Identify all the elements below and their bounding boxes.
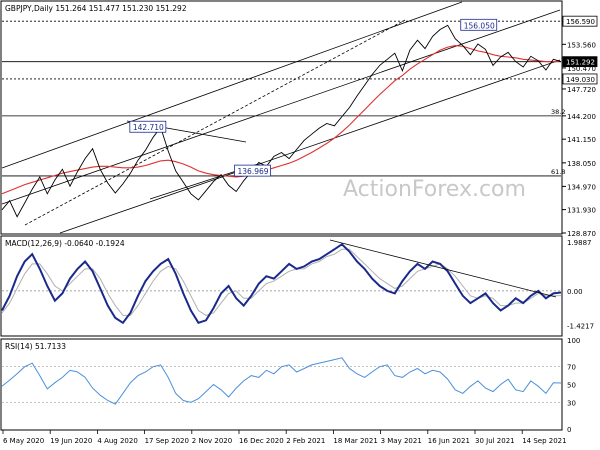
macd-tick-label: 0.00 [567, 288, 583, 296]
rsi-axis: 100 70 50 30 0 [2, 337, 580, 434]
rsi-tick-label: 0 [567, 426, 571, 434]
macd-trend-line [329, 239, 557, 298]
price-axis: 156.590 153.560 150.470 147.720 144.200 141.1… [562, 18, 596, 238]
rsi-label: RSI(14) 51.7133 [5, 342, 66, 351]
price-callouts: 156.050 142.710 136.969 [129, 18, 498, 177]
macd-line [1, 243, 562, 325]
callout-box [234, 164, 271, 177]
rsi-series [1, 357, 562, 405]
support-level-tag-text: 149.030 [566, 76, 595, 84]
channel-line [1, 9, 561, 205]
macd-tick-label: -1.4217 [567, 323, 594, 331]
fib-level-label: 61.8 [551, 168, 565, 176]
rsi-tick-label: 100 [567, 337, 580, 345]
x-tick-label: 6 May 2020 [3, 437, 44, 445]
x-tick-label: 2 Nov 2020 [192, 437, 232, 445]
current-price-tag-box [562, 56, 598, 68]
x-tick-label: 18 Mar 2021 [333, 437, 377, 445]
channel-line [1, 1, 463, 169]
high-level-tag-text: 156.590 [566, 18, 595, 26]
price-tick-label: 147.720 [567, 86, 596, 94]
macd-tick-label: 1.9887 [567, 239, 592, 247]
macd-panel-frame [0, 235, 563, 337]
trend-lines [1, 1, 561, 234]
rsi-tick-label: 50 [567, 382, 576, 390]
price-tick-label: 128.870 [567, 230, 596, 238]
callout-label: 136.969 [238, 167, 269, 176]
price-tick-label: 141.150 [567, 136, 596, 144]
price-tick-label: 138.050 [567, 160, 596, 168]
current-price-tag-text: 151.292 [566, 59, 595, 67]
x-axis: 6 May 2020 19 Jun 2020 4 Aug 2020 17 Sep 20… [2, 430, 567, 445]
macd-axis: 1.9887 0.00 -1.4217 [567, 239, 594, 331]
channel-midline [24, 19, 406, 226]
callout-label: 142.710 [133, 123, 164, 132]
x-tick-label: 16 Jun 2021 [428, 437, 470, 445]
x-tick-label: 4 Aug 2020 [97, 437, 137, 445]
price-tick-label: 131.930 [567, 207, 596, 215]
x-tick-label: 16 Dec 2020 [239, 437, 284, 445]
watermark: ActionForex.com [343, 177, 526, 202]
x-tick-label: 17 Sep 2020 [145, 437, 189, 445]
rsi-tick-label: 70 [567, 364, 576, 372]
support-level-tag-box [562, 73, 598, 85]
rsi-panel-frame [0, 338, 563, 431]
price-tick-label: 150.470 [567, 65, 596, 73]
x-tick-label: 14 Sep 2021 [522, 437, 566, 445]
callout-box [460, 18, 498, 31]
price-tick-label: 153.560 [567, 41, 596, 49]
macd-series [1, 239, 562, 325]
callout-box [129, 120, 167, 133]
high-level-tag-box [562, 15, 598, 27]
x-tick-label: 2 Feb 2021 [286, 437, 325, 445]
price-levels: 38.2 61.8 156.590 151.292 149.030 [2, 15, 598, 177]
price-panel-frame [0, 0, 563, 235]
x-tick-label: 30 Jul 2021 [475, 437, 515, 445]
price-line [1, 24, 562, 218]
macd-label: MACD(12,26,9) -0.0640 -0.1924 [5, 239, 125, 248]
callout-label: 156.050 [464, 21, 495, 30]
price-tick-label: 134.970 [567, 183, 596, 191]
price-series [1, 24, 562, 218]
instrument-label: GBPJPY,Daily 151.264 151.477 151.230 151… [5, 4, 187, 13]
macd-signal-line [1, 248, 562, 316]
rsi-tick-label: 30 [567, 399, 576, 407]
price-tick-label: 144.200 [567, 113, 596, 121]
x-tick-label: 19 Jun 2020 [50, 437, 92, 445]
rsi-line [1, 357, 562, 405]
moving-average-line [1, 45, 561, 195]
x-tick-label: 3 May 2021 [381, 437, 422, 445]
channel-line [59, 59, 561, 234]
fib-level-label: 38.2 [551, 108, 565, 116]
